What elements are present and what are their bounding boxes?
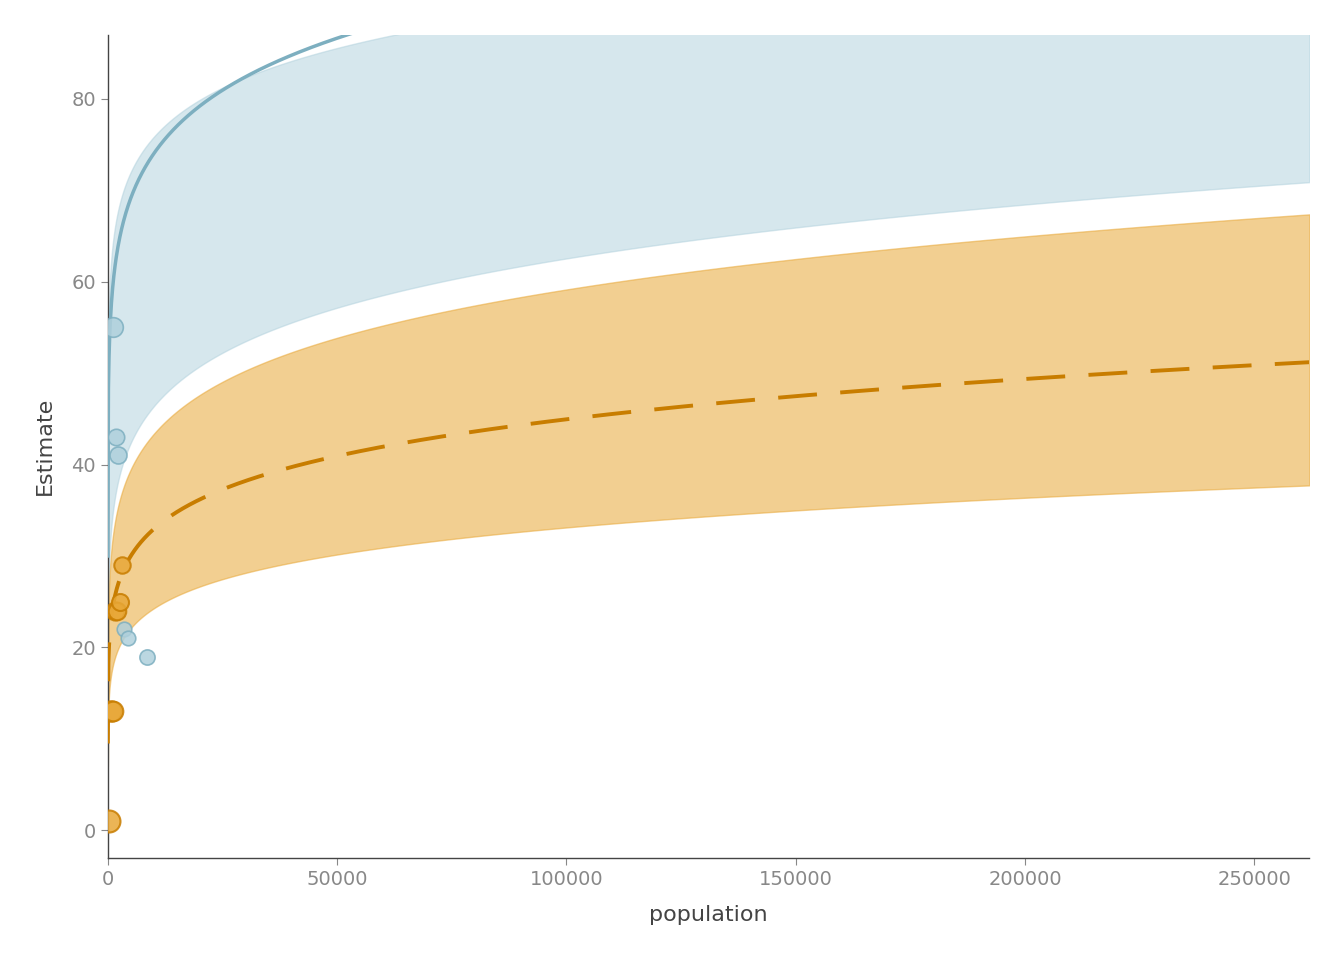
Point (108, 447, 129, 463)
Point (136, 649, 157, 664)
Point (102, 320, 124, 335)
Point (112, 558, 133, 573)
Point (109, 594, 130, 610)
Point (105, 429, 126, 444)
Point (118, 631, 140, 646)
Point (102, 704, 124, 719)
Point (101, 704, 122, 719)
X-axis label: population: population (649, 905, 767, 925)
Point (105, 603, 126, 618)
Point (106, 603, 128, 618)
Point (98, 813, 120, 828)
Y-axis label: Estimate: Estimate (35, 397, 55, 495)
Point (113, 621, 134, 636)
